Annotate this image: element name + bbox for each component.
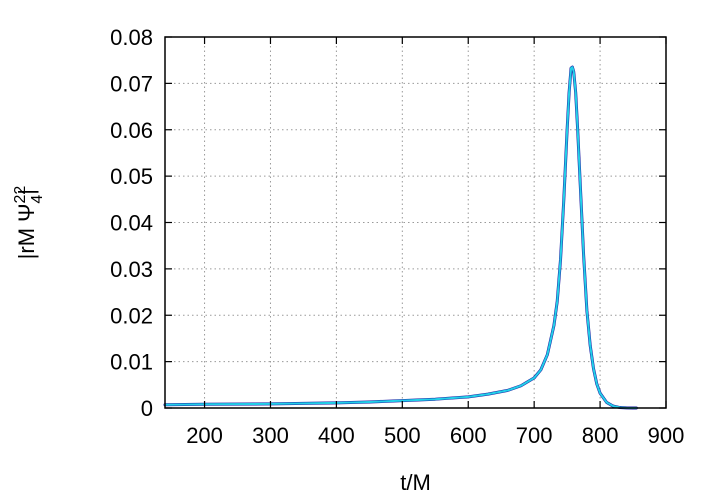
series-layer [163, 65, 638, 410]
x-tick-label: 900 [648, 423, 685, 448]
x-tick-label: 400 [318, 423, 355, 448]
series-line-1 [163, 65, 638, 410]
x-tick-label: 300 [252, 423, 289, 448]
x-axis-label: t/M [400, 470, 431, 495]
y-tick-label: 0.08 [110, 25, 153, 50]
y-tick-label: 0.05 [110, 164, 153, 189]
y-axis-label-main: |rM Ψ [14, 203, 39, 259]
y-tick-label: 0.03 [110, 257, 153, 282]
y-axis-label-superscript: 22 [12, 186, 29, 204]
x-tick-label: 600 [450, 423, 487, 448]
y-tick-label: 0.04 [110, 211, 153, 236]
y-axis-label-close: | [14, 189, 39, 195]
y-axis-label: |rM Ψ224| [12, 186, 46, 260]
series-line-2 [164, 66, 638, 409]
grid-layer [165, 37, 666, 408]
tick-layer [165, 36, 667, 409]
x-tick-label: 500 [384, 423, 421, 448]
x-tick-label: 200 [186, 423, 223, 448]
y-tick-label: 0.07 [110, 71, 153, 96]
y-tick-label: 0 [141, 396, 153, 421]
tick-label-layer: 200 300 400 500 600 700 800 900 0 0.01 0.02 0.03 0.0… [110, 25, 684, 448]
x-tick-label: 700 [516, 423, 553, 448]
y-tick-label: 0.01 [110, 350, 153, 375]
y-tick-label: 0.06 [110, 118, 153, 143]
x-tick-label: 800 [582, 423, 619, 448]
y-tick-label: 0.02 [110, 303, 153, 328]
y-axis-label-subscript: 4 [29, 195, 46, 204]
